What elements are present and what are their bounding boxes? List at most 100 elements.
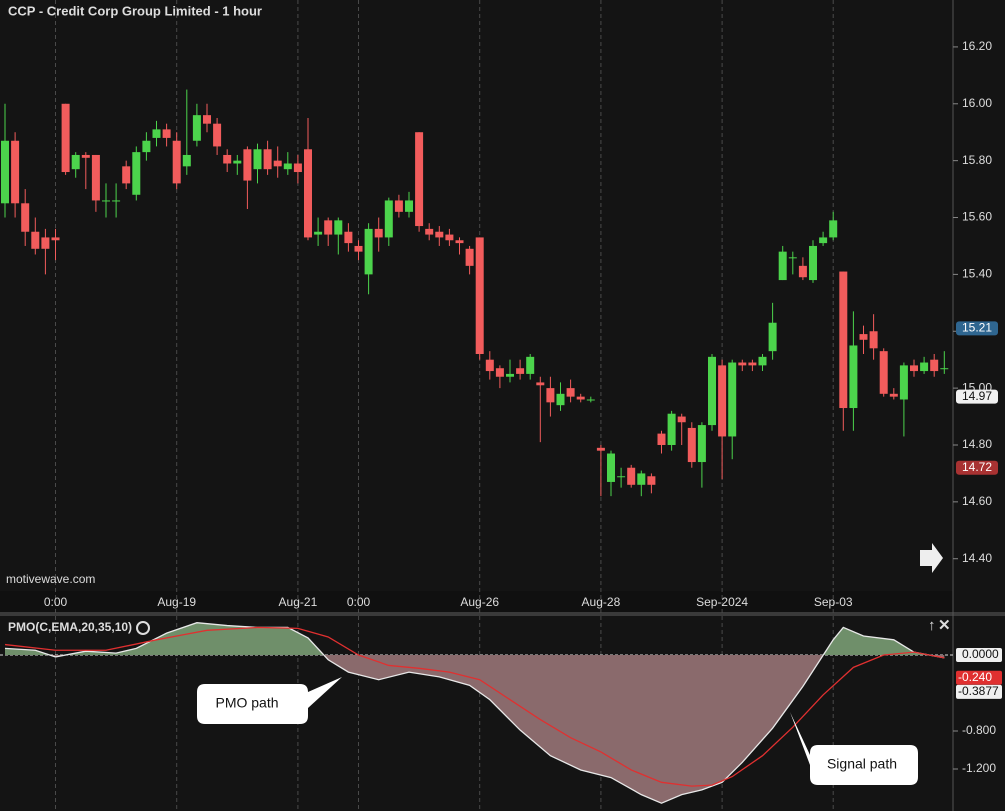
x-tick-label: Aug-26	[460, 595, 499, 609]
candle-body	[788, 257, 797, 259]
candle-body	[283, 163, 292, 170]
candle-body	[152, 129, 161, 138]
candle-body	[869, 331, 878, 349]
candle-body	[263, 149, 272, 170]
x-tick-label: Aug-19	[157, 595, 196, 609]
candle-body	[344, 231, 353, 244]
candle-body	[324, 220, 333, 235]
candle-body	[809, 245, 817, 281]
candle-body	[778, 251, 787, 281]
callout-bubble	[197, 677, 342, 724]
value-marker	[956, 684, 1002, 699]
x-tick-label: Sep-2024	[696, 595, 748, 609]
candle-body	[11, 140, 20, 204]
candle-body	[839, 271, 848, 409]
candle-body	[708, 356, 716, 426]
candle-body	[475, 237, 484, 354]
price-marker-label: 15.21	[962, 321, 992, 335]
candle-body	[122, 166, 131, 184]
candle-body	[607, 453, 615, 482]
value-marker-label: -0.3877	[958, 684, 999, 698]
candle-body	[273, 160, 282, 167]
y-tick-label: 16.20	[962, 39, 992, 53]
annotation: PMO path	[215, 695, 278, 711]
candle-body	[253, 149, 262, 170]
series-line	[4, 626, 945, 787]
candle-body	[364, 228, 373, 275]
candle-body	[112, 200, 121, 202]
y-tick-label: 0.0000	[962, 647, 999, 661]
candle-body	[899, 365, 908, 400]
candle-body	[41, 237, 50, 249]
area-above	[5, 622, 930, 655]
x-tick-label: Aug-28	[582, 595, 621, 609]
candle-body	[162, 129, 171, 138]
y-tick-label: 14.80	[962, 437, 992, 451]
candle-body	[566, 388, 575, 397]
candle-body	[586, 399, 595, 401]
candle-body	[617, 476, 626, 478]
price-marker	[956, 460, 998, 475]
candle-body	[405, 200, 413, 212]
close-icon[interactable]: ✕	[938, 617, 951, 634]
candle-body	[314, 231, 323, 235]
candle-body	[394, 200, 403, 212]
time-axis	[0, 591, 953, 613]
candle-body	[728, 362, 737, 437]
candle-body	[243, 149, 252, 181]
callout-bubble	[790, 712, 918, 785]
candle-body	[859, 334, 868, 340]
candle-body	[556, 393, 565, 406]
candle-body	[920, 362, 929, 372]
candle-body	[697, 425, 706, 463]
candle-body	[384, 200, 393, 238]
x-tick-label: Sep-03	[814, 595, 853, 609]
price-marker-label: 14.72	[962, 460, 992, 474]
y-tick-label: -1.200	[962, 761, 996, 775]
candle-body	[21, 203, 30, 232]
pane-divider	[0, 612, 1005, 616]
price-marker-label: 14.97	[962, 389, 992, 403]
candle-body	[910, 365, 918, 372]
candle-body	[506, 373, 514, 377]
candle-body	[495, 368, 504, 377]
candle-body	[526, 356, 535, 374]
y-tick-label: 15.40	[962, 267, 992, 281]
candle-body	[213, 123, 222, 147]
candle-body	[445, 234, 454, 241]
candle-body	[536, 382, 545, 386]
candle-body	[738, 362, 747, 366]
move-icon[interactable]: ↑	[928, 617, 936, 634]
candle-body	[465, 248, 474, 266]
candle-body	[233, 160, 242, 164]
settings-icon[interactable]	[136, 621, 150, 635]
scroll-arrow[interactable]	[920, 543, 943, 573]
candle-body	[657, 433, 666, 445]
candle-body	[627, 467, 636, 485]
candle-body	[182, 154, 191, 167]
candle-body	[546, 388, 555, 403]
candle-body	[829, 220, 838, 238]
price-marker	[956, 321, 998, 336]
candle-body	[718, 365, 727, 437]
candle-body	[91, 154, 100, 201]
candle-body	[849, 345, 858, 409]
y-tick-label: 15.80	[962, 153, 992, 167]
candle-body	[516, 368, 525, 374]
candle-body	[455, 240, 464, 244]
candle-body	[374, 228, 383, 238]
candle-body	[172, 140, 181, 184]
candle-body	[758, 356, 767, 366]
chart-title: CCP - Credit Corp Group Limited - 1 hour	[8, 3, 262, 18]
candle-body	[677, 416, 686, 423]
candle-body	[102, 200, 110, 202]
candle-body	[748, 362, 757, 366]
value-box	[956, 648, 1002, 663]
x-tick-label: 0:00	[347, 595, 371, 609]
callout-pmo: PMO path	[197, 677, 342, 724]
candle-body	[334, 220, 343, 235]
candle-body	[203, 115, 211, 124]
candle-body	[687, 427, 696, 463]
y-tick-label: 16.00	[962, 96, 992, 110]
value-marker-label: -0.240	[958, 670, 992, 684]
